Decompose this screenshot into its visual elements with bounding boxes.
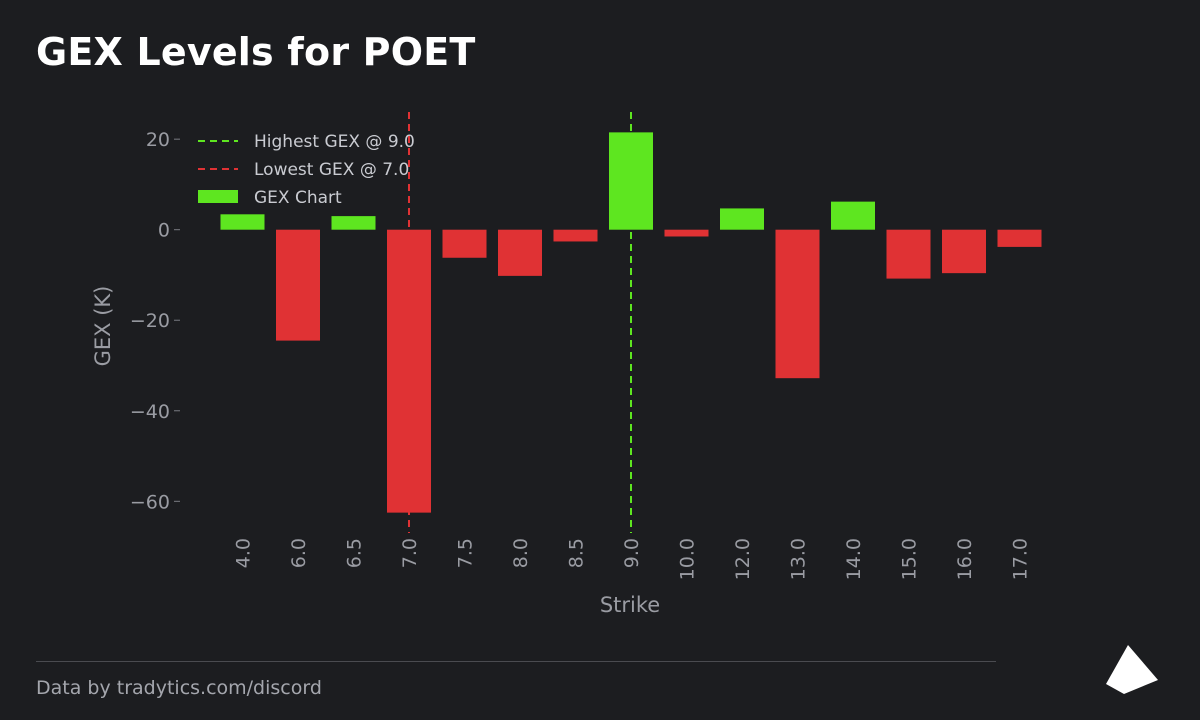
- bar-14.0: [831, 201, 875, 230]
- legend-lowest-label: Lowest GEX @ 7.0: [254, 160, 409, 180]
- y-tick-label: 20: [146, 129, 170, 151]
- footer-credit: Data by tradytics.com/discord: [36, 677, 322, 699]
- chart-title: GEX Levels for POET: [36, 30, 476, 74]
- x-tick-label: 13.0: [788, 538, 810, 580]
- x-tick-label: 6.0: [288, 538, 310, 568]
- x-axis: 4.0 6.0 6.5 7.0 7.5 8.0 8.5 9.0 10.0 12.0 13.0 14.0…: [233, 538, 1032, 617]
- x-tick-label: 9.0: [621, 538, 643, 568]
- bar-4.0: [220, 214, 265, 230]
- y-tick-label: 0: [158, 220, 170, 242]
- x-tick-label: 7.0: [399, 538, 421, 568]
- x-tick-label: 6.5: [344, 538, 366, 568]
- bar-6.0: [276, 229, 320, 341]
- bar-7.5: [442, 229, 487, 258]
- legend-bars-label: GEX Chart: [254, 188, 342, 208]
- footer-divider: [36, 661, 996, 662]
- x-axis-label: Strike: [600, 593, 660, 617]
- brand-logo-icon: [1106, 645, 1158, 694]
- legend: Highest GEX @ 9.0 Lowest GEX @ 7.0 GEX Cha…: [198, 132, 415, 208]
- gex-bar-chart: 20 0 −20 −40 −60 GEX (K) 4.0 6.0 6.5 7.0 7.5 8.0 8.…: [91, 112, 1042, 617]
- x-tick-label: 4.0: [233, 538, 255, 568]
- legend-bars-swatch: [198, 190, 238, 203]
- bar-17.0: [997, 229, 1042, 247]
- bar-9.0: [609, 132, 653, 230]
- bar-10.0: [664, 229, 709, 237]
- bar-8.0: [498, 229, 542, 276]
- bar-6.5: [331, 216, 376, 230]
- x-tick-label: 8.5: [566, 538, 588, 568]
- y-axis: 20 0 −20 −40 −60 GEX (K): [91, 129, 180, 513]
- x-tick-label: 8.0: [510, 538, 532, 568]
- marker-lines-layer: [408, 112, 632, 533]
- bar-16.0: [942, 229, 986, 274]
- y-tick-label: −20: [130, 310, 170, 332]
- bar-12.0: [720, 208, 764, 230]
- x-tick-label: 14.0: [843, 538, 865, 580]
- y-tick-label: −60: [130, 491, 170, 513]
- x-tick-label: 10.0: [677, 538, 699, 580]
- x-tick-label: 12.0: [732, 538, 754, 580]
- bar-13.0: [775, 229, 820, 379]
- legend-highest-label: Highest GEX @ 9.0: [254, 132, 415, 152]
- x-tick-label: 16.0: [954, 538, 976, 580]
- y-tick-label: −40: [130, 401, 170, 423]
- bar-15.0: [886, 229, 931, 279]
- y-axis-label: GEX (K): [91, 286, 115, 367]
- x-tick-label: 17.0: [1010, 538, 1032, 580]
- x-tick-label: 7.5: [455, 538, 477, 568]
- x-tick-label: 15.0: [899, 538, 921, 580]
- bar-8.5: [553, 229, 598, 242]
